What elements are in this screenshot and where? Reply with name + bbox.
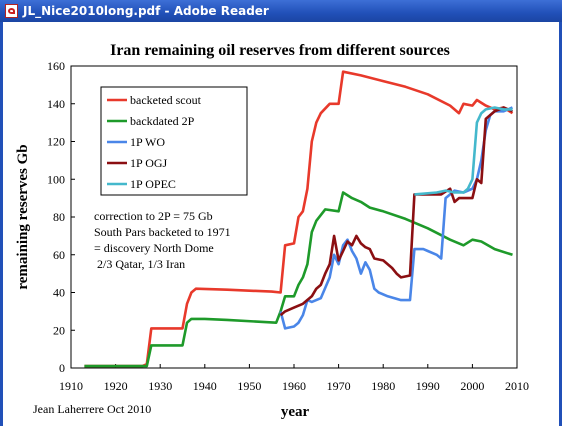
x-tick-label: 1920 xyxy=(104,379,128,393)
y-tick-label: 140 xyxy=(47,97,65,111)
x-tick-label: 1970 xyxy=(327,379,351,393)
y-axis-label: remaining reserves Gb xyxy=(15,144,31,289)
annotation-line: correction to 2P = 75 Gb xyxy=(94,209,213,223)
series-line-1p-ogj xyxy=(279,106,514,317)
author-credit: Jean Laherrere Oct 2010 xyxy=(33,402,151,416)
series-layer xyxy=(84,70,514,368)
window-titlebar: JL_Nice2010long.pdf - Adobe Reader xyxy=(0,0,562,22)
x-axis-ticks: 1910 1920 1930 1940 1950 1960 1970 1980 1990 2000… xyxy=(59,364,529,393)
y-axis-ticks: 0 20 40 60 80 100 120 140 160 xyxy=(47,59,75,375)
series-line-1p-opec xyxy=(414,106,513,196)
x-tick-label: 1930 xyxy=(148,379,172,393)
x-tick-label: 2000 xyxy=(460,379,484,393)
annotation-line: 2/3 Qatar, 1/3 Iran xyxy=(94,257,185,271)
x-tick-label: 2010 xyxy=(505,379,529,393)
chart-title: Iran remaining oil reserves from differe… xyxy=(110,42,450,59)
annotation: correction to 2P = 75 Gb South Pars back… xyxy=(94,209,231,271)
series-line-backeted-scout xyxy=(84,70,514,368)
x-axis-label: year xyxy=(281,404,310,420)
y-tick-label: 160 xyxy=(47,59,65,73)
y-tick-label: 60 xyxy=(53,248,65,262)
annotation-line: South Pars backeted to 1971 xyxy=(94,225,231,239)
x-tick-label: 1950 xyxy=(237,379,261,393)
y-tick-label: 80 xyxy=(53,210,65,224)
legend: backeted scout backdated 2P 1P WO 1P OGJ 1P … xyxy=(100,86,248,196)
x-tick-label: 1940 xyxy=(193,379,217,393)
y-tick-label: 20 xyxy=(53,323,65,337)
annotation-line: = discovery North Dome xyxy=(94,241,214,255)
y-tick-label: 120 xyxy=(47,135,65,149)
legend-label-1p-opec: 1P OPEC xyxy=(130,177,176,191)
legend-label-backdated-2p: backdated 2P xyxy=(130,114,195,128)
legend-label-1p-ogj: 1P OGJ xyxy=(130,156,168,170)
pdf-document-icon xyxy=(5,4,18,18)
window-frame xyxy=(0,22,562,426)
x-tick-label: 1910 xyxy=(59,379,83,393)
series-line-backdated-2p xyxy=(84,191,513,368)
y-tick-label: 0 xyxy=(59,361,65,375)
y-tick-label: 100 xyxy=(47,172,65,186)
legend-label-1p-wo: 1P WO xyxy=(130,135,165,149)
legend-label-backeted-scout: backeted scout xyxy=(130,93,202,107)
window-title: JL_Nice2010long.pdf - Adobe Reader xyxy=(23,4,269,18)
x-tick-label: 1960 xyxy=(282,379,306,393)
x-tick-label: 1990 xyxy=(416,379,440,393)
y-tick-label: 40 xyxy=(53,286,65,300)
x-tick-label: 1980 xyxy=(371,379,395,393)
